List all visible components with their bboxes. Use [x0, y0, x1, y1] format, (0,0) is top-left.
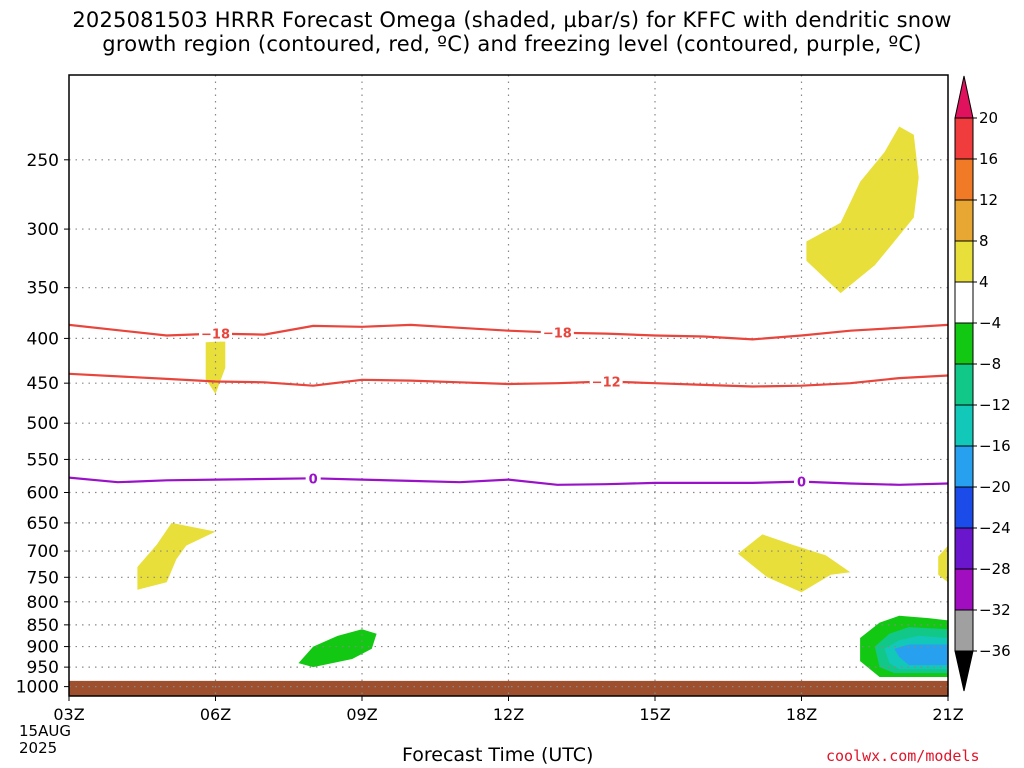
- contour-label-bg-dendritic_bottom-0: [589, 373, 623, 390]
- colorbar-swatch-10: [954, 527, 974, 570]
- omega-region-0: [806, 126, 919, 294]
- omega-region-2: [137, 522, 216, 590]
- colorbar-top-triangle: [954, 75, 974, 119]
- y-tick-label-900: 900: [27, 638, 59, 658]
- colorbar-label-1: 16: [979, 150, 998, 168]
- colorbar-label-12: −32: [979, 601, 1011, 619]
- y-tick-label-600: 600: [27, 483, 59, 503]
- colorbar-label-6: −8: [979, 355, 1001, 373]
- colorbar-swatch-1: [954, 158, 974, 201]
- colorbar-swatch-0: [954, 117, 974, 160]
- colorbar-swatch-9: [954, 486, 974, 529]
- x-tick-label-18Z: 18Z: [786, 705, 817, 724]
- contour-label-bg-dendritic_top-1: [540, 324, 574, 341]
- colorbar-label-13: −36: [979, 642, 1011, 660]
- colorbar-label-4: 4: [979, 273, 989, 291]
- colorbar-swatch-4: [954, 281, 974, 324]
- colorbar-bottom-triangle: [954, 650, 974, 692]
- contour-label-bg-freezing_level-0: [305, 470, 321, 487]
- colorbar-swatch-6: [954, 363, 974, 406]
- contour-freezing_level: [69, 476, 948, 486]
- y-tick-label-550: 550: [27, 450, 59, 470]
- x-tick-label-12Z: 12Z: [493, 705, 524, 724]
- colorbar-label-9: −20: [979, 478, 1011, 496]
- contour-label-freezing_level-0: 0: [309, 472, 318, 487]
- y-tick-label-650: 650: [27, 514, 59, 534]
- colorbar-label-5: −4: [979, 314, 1001, 332]
- contour-dendritic_top: [69, 323, 948, 341]
- y-tick-label-950: 950: [27, 658, 59, 678]
- colorbar-label-11: −28: [979, 560, 1011, 578]
- y-tick-label-1000: 1000: [16, 678, 59, 698]
- contour-label-dendritic_top-0: −18: [201, 328, 230, 343]
- contour-label-freezing_level-1: 0: [797, 476, 806, 491]
- colorbar-label-3: 8: [979, 232, 989, 250]
- omega-region-9: [894, 644, 948, 666]
- omega-region-5: [298, 629, 377, 668]
- omega-region-4: [938, 545, 948, 583]
- colorbar-label-7: −12: [979, 396, 1011, 414]
- ground-fill: [69, 680, 948, 696]
- chart-title-line-1: 2025081503 HRRR Forecast Omega (shaded, …: [72, 8, 952, 32]
- plot-area: −18 −18 −12 0 0: [69, 75, 948, 696]
- colorbar-swatch-2: [954, 199, 974, 242]
- y-tick-label-800: 800: [27, 593, 59, 613]
- omega-region-3: [738, 534, 851, 593]
- x-tick-label-09Z: 09Z: [346, 705, 377, 724]
- colorbar-swatch-7: [954, 404, 974, 447]
- x-tick-label-21Z: 21Z: [932, 705, 963, 724]
- colorbar-label-10: −24: [979, 519, 1011, 537]
- colorbar-swatch-8: [954, 445, 974, 488]
- colorbar-swatch-12: [954, 609, 974, 652]
- contour-label-bg-freezing_level-1: [794, 473, 809, 490]
- y-tick-label-350: 350: [27, 279, 59, 299]
- contour-label-dendritic_bottom-0: −12: [592, 375, 621, 390]
- contour-dendritic_bottom: [69, 372, 948, 388]
- y-tick-label-700: 700: [27, 542, 59, 562]
- y-tick-label-300: 300: [27, 220, 59, 240]
- colorbar-swatch-5: [954, 322, 974, 365]
- colorbar-label-2: 12: [979, 191, 998, 209]
- y-tick-label-250: 250: [27, 151, 59, 171]
- x-tick-label-15Z: 15Z: [639, 705, 670, 724]
- contour-label-bg-dendritic_top-0: [199, 325, 232, 342]
- x-axis-label: Forecast Time (UTC): [402, 744, 594, 766]
- contour-label-dendritic_top-1: −18: [543, 327, 572, 342]
- x-tick-label-06Z: 06Z: [200, 705, 231, 724]
- colorbar-swatch-3: [954, 240, 974, 283]
- y-tick-label-850: 850: [27, 616, 59, 636]
- x-start-date-year: 2025: [19, 739, 58, 757]
- x-start-date-day: 15AUG: [19, 722, 71, 740]
- colorbar-label-8: −16: [979, 437, 1011, 455]
- colorbar-swatch-11: [954, 568, 974, 611]
- y-tick-label-450: 450: [27, 374, 59, 394]
- y-tick-label-750: 750: [27, 568, 59, 588]
- chart-title-line-2: growth region (contoured, red, ºC) and f…: [102, 32, 922, 56]
- colorbar-label-0: 20: [979, 109, 998, 127]
- credit-link[interactable]: coolwx.com/models: [826, 747, 980, 765]
- y-tick-label-400: 400: [27, 329, 59, 349]
- y-tick-label-500: 500: [27, 414, 59, 434]
- x-tick-label-03Z: 03Z: [53, 705, 84, 724]
